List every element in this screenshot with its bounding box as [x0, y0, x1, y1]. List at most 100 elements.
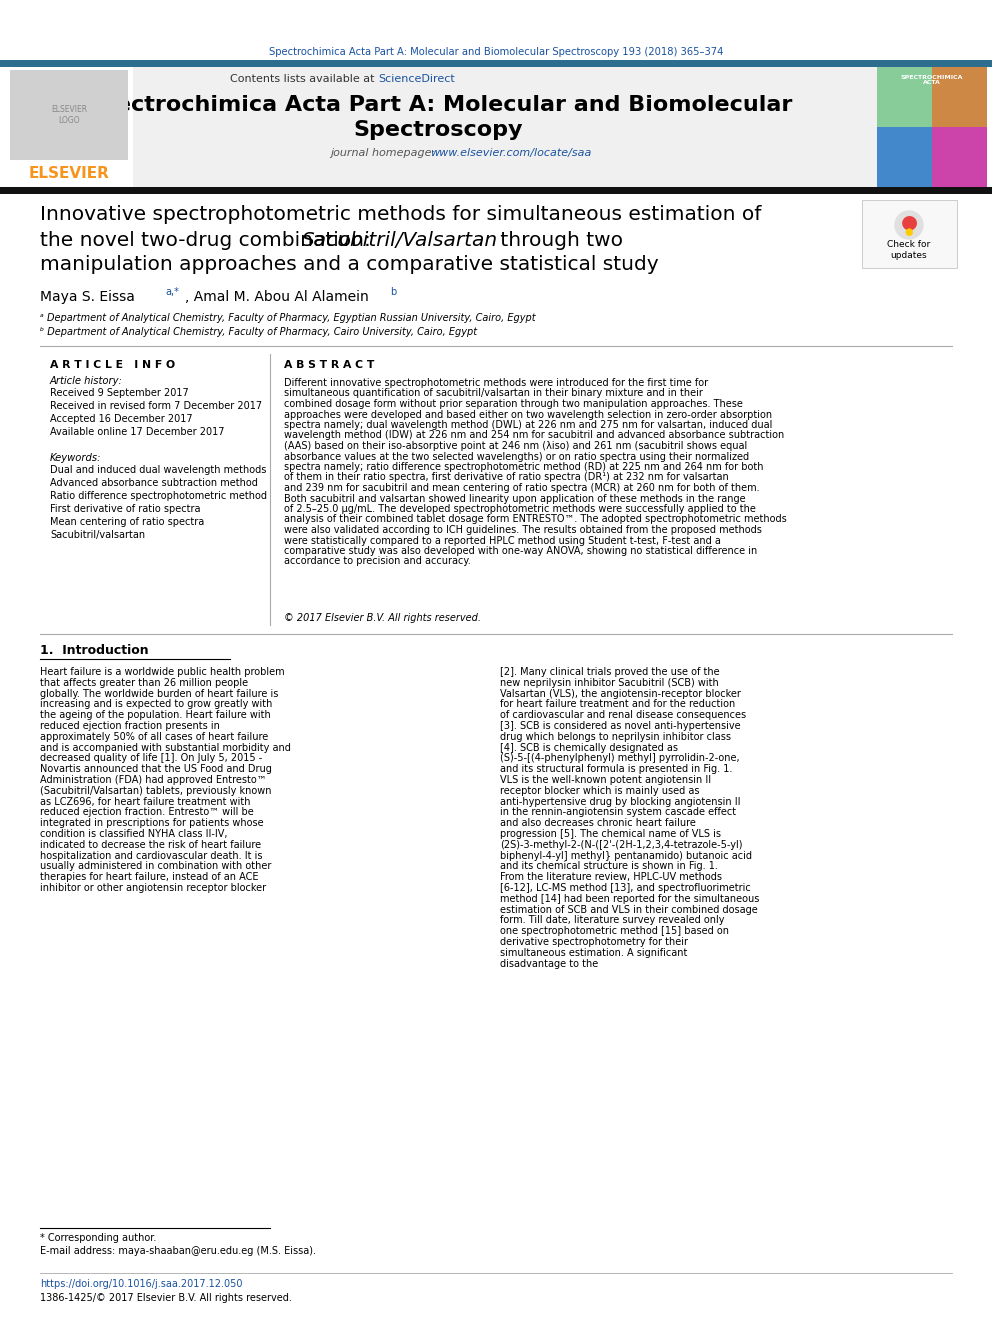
Text: Received 9 September 2017: Received 9 September 2017 [50, 388, 188, 398]
Text: Novartis announced that the US Food and Drug: Novartis announced that the US Food and … [40, 765, 272, 774]
Text: ELSEVIER: ELSEVIER [29, 167, 109, 181]
Text: spectra namely; ratio difference spectrophotometric method (RD) at 225 nm and 26: spectra namely; ratio difference spectro… [284, 462, 764, 472]
Text: [6-12], LC-MS method [13], and spectrofluorimetric: [6-12], LC-MS method [13], and spectrofl… [500, 882, 751, 893]
Text: b: b [390, 287, 396, 296]
Text: and is accompanied with substantial morbidity and: and is accompanied with substantial morb… [40, 742, 291, 753]
Text: absorbance values at the two selected wavelengths) or on ratio spectra using the: absorbance values at the two selected wa… [284, 451, 749, 462]
Text: https://doi.org/10.1016/j.saa.2017.12.050: https://doi.org/10.1016/j.saa.2017.12.05… [40, 1279, 242, 1289]
Text: Contents lists available at: Contents lists available at [230, 74, 378, 83]
Text: as LCZ696, for heart failure treatment with: as LCZ696, for heart failure treatment w… [40, 796, 251, 807]
Text: Accepted 16 December 2017: Accepted 16 December 2017 [50, 414, 192, 423]
Text: ●: ● [901, 213, 918, 232]
Text: method [14] had been reported for the simultaneous: method [14] had been reported for the si… [500, 894, 759, 904]
Bar [862, 200, 957, 269]
Text: increasing and is expected to grow greatly with: increasing and is expected to grow great… [40, 700, 273, 709]
Text: the novel two-drug combination:: the novel two-drug combination: [40, 230, 377, 250]
Text: of cardiovascular and renal disease consequences: of cardiovascular and renal disease cons… [500, 710, 746, 720]
Text: derivative spectrophotometry for their: derivative spectrophotometry for their [500, 937, 688, 947]
Text: 1.  Introduction: 1. Introduction [40, 644, 149, 658]
Text: therapies for heart failure, instead of an ACE: therapies for heart failure, instead of … [40, 872, 259, 882]
Text: [2]. Many clinical trials proved the use of the: [2]. Many clinical trials proved the use… [500, 667, 719, 677]
Text: Mean centering of ratio spectra: Mean centering of ratio spectra [50, 517, 204, 527]
Text: Dual and induced dual wavelength methods: Dual and induced dual wavelength methods [50, 464, 267, 475]
Bar [5, 67, 877, 187]
Text: ELSEVIER
LOGO: ELSEVIER LOGO [51, 106, 87, 124]
Text: ᵇ Department of Analytical Chemistry, Faculty of Pharmacy, Cairo University, Cai: ᵇ Department of Analytical Chemistry, Fa… [40, 327, 477, 337]
Text: receptor blocker which is mainly used as: receptor blocker which is mainly used as [500, 786, 699, 796]
Text: through two: through two [494, 230, 623, 250]
Text: combined dosage form without prior separation through two manipulation approache: combined dosage form without prior separ… [284, 400, 743, 409]
Text: ScienceDirect: ScienceDirect [378, 74, 454, 83]
Text: inhibitor or other angiotensin receptor blocker: inhibitor or other angiotensin receptor … [40, 882, 266, 893]
Text: journal homepage:: journal homepage: [330, 148, 438, 157]
Text: E-mail address: maya-shaaban@eru.edu.eg (M.S. Eissa).: E-mail address: maya-shaaban@eru.edu.eg … [40, 1246, 316, 1256]
Text: A R T I C L E   I N F O: A R T I C L E I N F O [50, 360, 176, 370]
Text: a,*: a,* [165, 287, 179, 296]
Text: Ratio difference spectrophotometric method: Ratio difference spectrophotometric meth… [50, 491, 267, 501]
Bar [0, 60, 992, 67]
Text: for heart failure treatment and for the reduction: for heart failure treatment and for the … [500, 700, 735, 709]
Text: manipulation approaches and a comparative statistical study: manipulation approaches and a comparativ… [40, 255, 659, 274]
Text: in the rennin-angiotensin system cascade effect: in the rennin-angiotensin system cascade… [500, 807, 736, 818]
Text: spectra namely; dual wavelength method (DWL) at 226 nm and 275 nm for valsartan,: spectra namely; dual wavelength method (… [284, 419, 773, 430]
Text: approaches were developed and based either on two wavelength selection in zero-o: approaches were developed and based eith… [284, 410, 772, 419]
Text: 1386-1425/© 2017 Elsevier B.V. All rights reserved.: 1386-1425/© 2017 Elsevier B.V. All right… [40, 1293, 292, 1303]
Text: Sacubitril/Valsartan: Sacubitril/Valsartan [302, 230, 498, 250]
Text: were statistically compared to a reported HPLC method using Student t-test, F-te: were statistically compared to a reporte… [284, 536, 721, 545]
Text: accordance to precision and accuracy.: accordance to precision and accuracy. [284, 557, 471, 566]
Text: globally. The worldwide burden of heart failure is: globally. The worldwide burden of heart … [40, 688, 279, 699]
Text: A B S T R A C T: A B S T R A C T [284, 360, 374, 370]
Text: Received in revised form 7 December 2017: Received in revised form 7 December 2017 [50, 401, 262, 411]
Bar [10, 70, 128, 160]
Text: of 2.5–25.0 μg/mL. The developed spectrophotometric methods were successfully ap: of 2.5–25.0 μg/mL. The developed spectro… [284, 504, 756, 515]
Text: Sacubitril/valsartan: Sacubitril/valsartan [50, 531, 145, 540]
Text: From the literature review, HPLC-UV methods: From the literature review, HPLC-UV meth… [500, 872, 722, 882]
Text: [4]. SCB is chemically designated as: [4]. SCB is chemically designated as [500, 742, 678, 753]
Text: comparative study was also developed with one-way ANOVA, showing no statistical : comparative study was also developed wit… [284, 546, 757, 556]
Text: Spectroscopy: Spectroscopy [353, 120, 523, 140]
Text: were also validated according to ICH guidelines. The results obtained from the p: were also validated according to ICH gui… [284, 525, 762, 534]
Text: drug which belongs to neprilysin inhibitor class: drug which belongs to neprilysin inhibit… [500, 732, 731, 742]
Text: reduced ejection fraction presents in: reduced ejection fraction presents in [40, 721, 220, 732]
Text: approximately 50% of all cases of heart failure: approximately 50% of all cases of heart … [40, 732, 268, 742]
Text: Both sacubitril and valsartan showed linearity upon application of these methods: Both sacubitril and valsartan showed lin… [284, 493, 746, 504]
Text: new neprilysin inhibitor Sacubitril (SCB) with: new neprilysin inhibitor Sacubitril (SCB… [500, 677, 719, 688]
Text: decreased quality of life [1]. On July 5, 2015 -: decreased quality of life [1]. On July 5… [40, 753, 262, 763]
Text: VLS is the well-known potent angiotensin II: VLS is the well-known potent angiotensin… [500, 775, 711, 785]
Bar [877, 127, 932, 187]
Circle shape [895, 210, 923, 239]
Text: reduced ejection fraction. Entresto™ will be: reduced ejection fraction. Entresto™ wil… [40, 807, 254, 818]
Text: condition is classified NYHA class II-IV,: condition is classified NYHA class II-IV… [40, 830, 227, 839]
Text: First derivative of ratio spectra: First derivative of ratio spectra [50, 504, 200, 515]
Text: ᵃ Department of Analytical Chemistry, Faculty of Pharmacy, Egyptian Russian Univ: ᵃ Department of Analytical Chemistry, Fa… [40, 314, 536, 323]
Text: Keywords:: Keywords: [50, 452, 101, 463]
Text: indicated to decrease the risk of heart failure: indicated to decrease the risk of heart … [40, 840, 261, 849]
Text: and also decreases chronic heart failure: and also decreases chronic heart failure [500, 818, 695, 828]
Bar [5, 67, 133, 187]
Text: simultaneous estimation. A significant: simultaneous estimation. A significant [500, 947, 687, 958]
Text: that affects greater than 26 million people: that affects greater than 26 million peo… [40, 677, 248, 688]
Text: simultaneous quantification of sacubitril/valsartan in their binary mixture and : simultaneous quantification of sacubitri… [284, 389, 703, 398]
Text: Available online 17 December 2017: Available online 17 December 2017 [50, 427, 224, 437]
Text: * Corresponding author.: * Corresponding author. [40, 1233, 157, 1244]
Text: Administration (FDA) had approved Entresto™: Administration (FDA) had approved Entres… [40, 775, 267, 785]
Text: biphenyl-4-yl] methyl} pentanamido) butanoic acid: biphenyl-4-yl] methyl} pentanamido) buta… [500, 851, 752, 860]
Text: www.elsevier.com/locate/saa: www.elsevier.com/locate/saa [430, 148, 591, 157]
Text: form. Till date, literature survey revealed only: form. Till date, literature survey revea… [500, 916, 724, 925]
Text: progression [5]. The chemical name of VLS is: progression [5]. The chemical name of VL… [500, 830, 721, 839]
Text: (2S)-3-methyl-2-(N-([2'-(2H-1,2,3,4-tetrazole-5-yl): (2S)-3-methyl-2-(N-([2'-(2H-1,2,3,4-tetr… [500, 840, 742, 849]
Text: © 2017 Elsevier B.V. All rights reserved.: © 2017 Elsevier B.V. All rights reserved… [284, 613, 481, 623]
Text: (Sacubitril/Valsartan) tablets, previously known: (Sacubitril/Valsartan) tablets, previous… [40, 786, 272, 796]
Text: one spectrophotometric method [15] based on: one spectrophotometric method [15] based… [500, 926, 729, 937]
Text: (S)-5-[(4-phenylphenyl) methyl] pyrrolidin-2-one,: (S)-5-[(4-phenylphenyl) methyl] pyrrolid… [500, 753, 740, 763]
Bar [877, 67, 932, 127]
Text: Article history:: Article history: [50, 376, 123, 386]
Text: hospitalization and cardiovascular death. It is: hospitalization and cardiovascular death… [40, 851, 263, 860]
Bar [932, 127, 987, 187]
Text: usually administered in combination with other: usually administered in combination with… [40, 861, 272, 872]
Text: wavelength method (IDW) at 226 nm and 254 nm for sacubitril and advanced absorba: wavelength method (IDW) at 226 nm and 25… [284, 430, 785, 441]
Text: analysis of their combined tablet dosage form ENTRESTO™. The adopted spectrophot: analysis of their combined tablet dosage… [284, 515, 787, 524]
Text: estimation of SCB and VLS in their combined dosage: estimation of SCB and VLS in their combi… [500, 905, 758, 914]
Text: Check for
updates: Check for updates [888, 241, 930, 259]
Text: and 239 nm for sacubitril and mean centering of ratio spectra (MCR) at 260 nm fo: and 239 nm for sacubitril and mean cente… [284, 483, 760, 493]
